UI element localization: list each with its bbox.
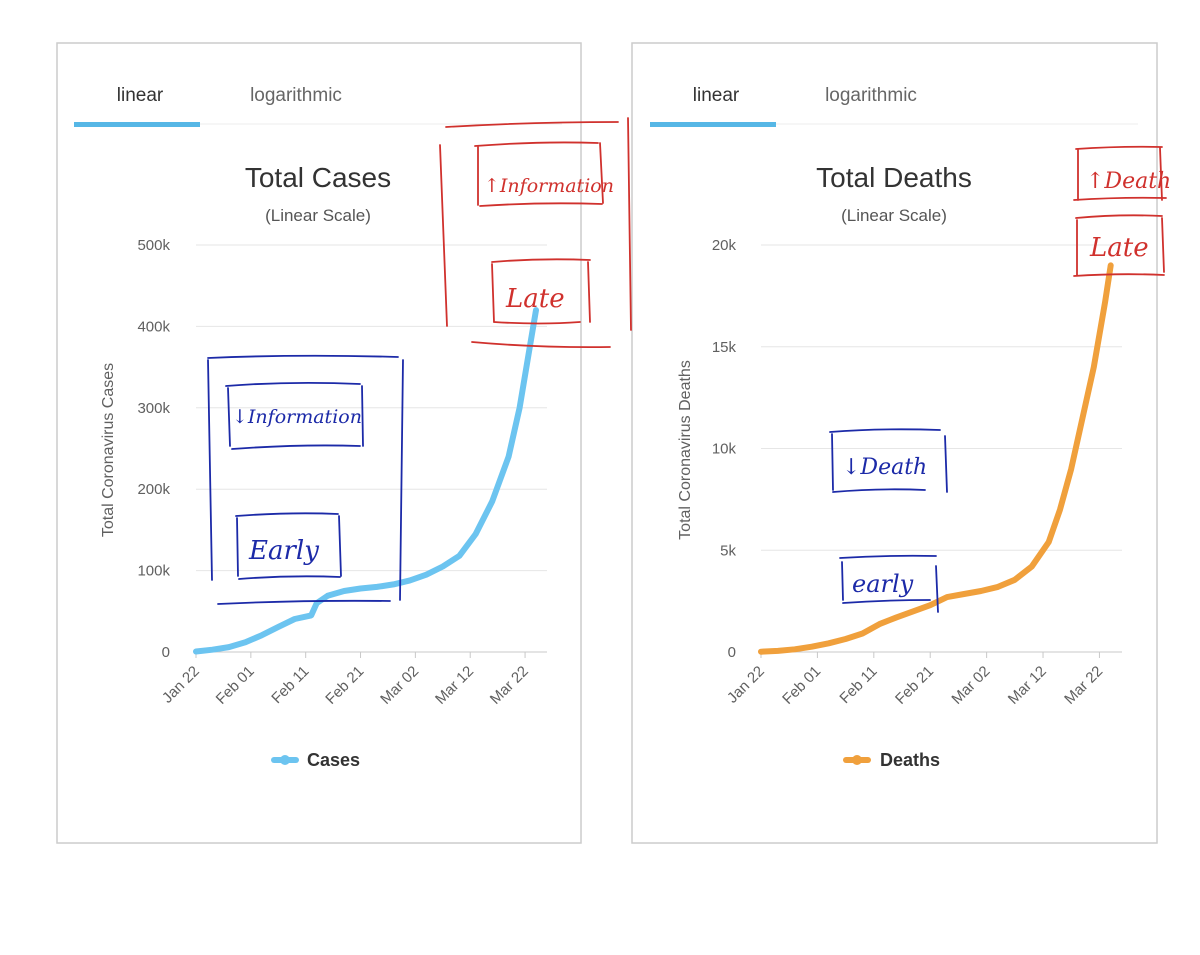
cases-legend[interactable]: Cases — [271, 750, 360, 770]
cases-late-note: Late — [505, 284, 565, 314]
deaths-more-death-note: ↑Death — [1086, 169, 1171, 194]
cases-more-information-note: ↑Information — [484, 175, 614, 197]
deaths-early-annotation-box — [829, 428, 948, 613]
cases-legend-marker — [280, 755, 290, 765]
deaths-y-tick-label: 0 — [728, 644, 736, 661]
cases-less-information-note: ↓Information — [232, 406, 362, 428]
cases-y-tick-label: 300k — [137, 400, 170, 417]
deaths-tab-active-indicator — [650, 122, 776, 127]
deaths-late-note: Late — [1089, 233, 1149, 263]
deaths-tab-logarithmic[interactable]: logarithmic — [825, 85, 917, 106]
cases-tab-logarithmic[interactable]: logarithmic — [250, 85, 342, 106]
cases-late-annotation-box — [439, 117, 632, 349]
deaths-panel: linear logarithmic Total Deaths (Linear … — [631, 42, 1158, 844]
deaths-early-note: early — [852, 570, 914, 598]
cases-series-line — [193, 307, 539, 655]
cases-panel: linear logarithmic Total Cases (Linear S… — [56, 42, 582, 844]
cases-chart-title: Total Cases — [245, 162, 391, 193]
deaths-series-line — [758, 262, 1114, 655]
cases-early-note: Early — [248, 536, 319, 566]
cases-tab-linear[interactable]: linear — [117, 85, 164, 106]
deaths-y-tick-label: 20k — [712, 237, 737, 254]
cases-y-tick-label: 400k — [137, 318, 170, 335]
deaths-tab-linear[interactable]: linear — [693, 85, 740, 106]
cases-y-tick-label: 0 — [162, 644, 170, 661]
cases-early-annotation-box — [207, 354, 404, 605]
deaths-chart-subtitle: (Linear Scale) — [841, 206, 947, 225]
deaths-less-death-note: ↓Death — [842, 455, 927, 480]
cases-y-tick-label: 200k — [137, 481, 170, 498]
cases-card — [56, 42, 582, 844]
cases-chart-subtitle: (Linear Scale) — [265, 206, 371, 225]
cases-y-axis-label: Total Coronavirus Cases — [100, 363, 117, 537]
deaths-y-tick-label: 15k — [712, 339, 737, 356]
deaths-legend-label: Deaths — [880, 750, 940, 770]
deaths-y-tick-label: 5k — [720, 542, 736, 559]
cases-legend-label: Cases — [307, 750, 360, 770]
deaths-legend[interactable]: Deaths — [843, 750, 940, 770]
cases-y-tick-label: 100k — [137, 563, 170, 580]
cases-annotations: ↑Information Late ↓Information Early — [207, 117, 632, 605]
deaths-y-tick-label: 10k — [712, 441, 737, 458]
deaths-card — [631, 42, 1158, 844]
deaths-legend-marker — [852, 755, 862, 765]
deaths-chart-title: Total Deaths — [816, 162, 972, 193]
deaths-annotations: ↑Death Late ↓Death early — [829, 145, 1171, 613]
cases-tab-active-indicator — [74, 122, 200, 127]
deaths-late-annotation-box — [1073, 145, 1167, 277]
deaths-y-axis-label: Total Coronavirus Deaths — [677, 360, 694, 540]
cases-y-tick-label: 500k — [137, 237, 170, 254]
